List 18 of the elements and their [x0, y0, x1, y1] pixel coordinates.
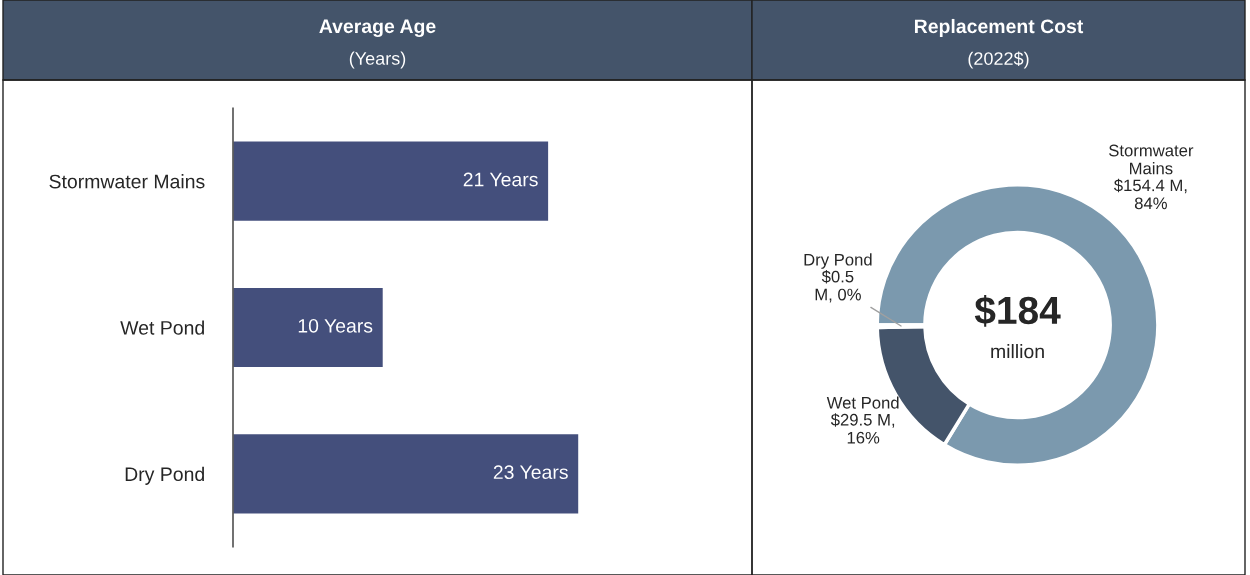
y-tick-label: Stormwater Mains: [49, 174, 205, 189]
data-label: $29.5 M, 16%: [830, 413, 895, 444]
text: million: [991, 344, 1044, 359]
data-label: $154.4 M, 84%: [1114, 178, 1187, 210]
text: $184: [974, 294, 1061, 327]
data-label: 23 Years: [493, 465, 568, 480]
y-tick-label: Dry Pond: [125, 466, 204, 485]
chart-subtitle: (2022$): [968, 51, 1029, 69]
y-tick-label: Wet Pond: [120, 320, 204, 335]
slice-label: Dry Pond: [804, 253, 872, 269]
chart-title: Average Age: [319, 19, 436, 38]
data-label: $0.5 M, 0%: [815, 270, 861, 303]
data-label: 21 Years: [463, 172, 538, 187]
slice-label: Wet Pond: [826, 396, 899, 409]
slice-label: Stormwater Mains: [1109, 144, 1194, 175]
data-label: 10 Years: [298, 318, 373, 333]
chart-subtitle: (Years): [349, 51, 406, 69]
chart-title: Replacement Cost: [914, 18, 1084, 38]
